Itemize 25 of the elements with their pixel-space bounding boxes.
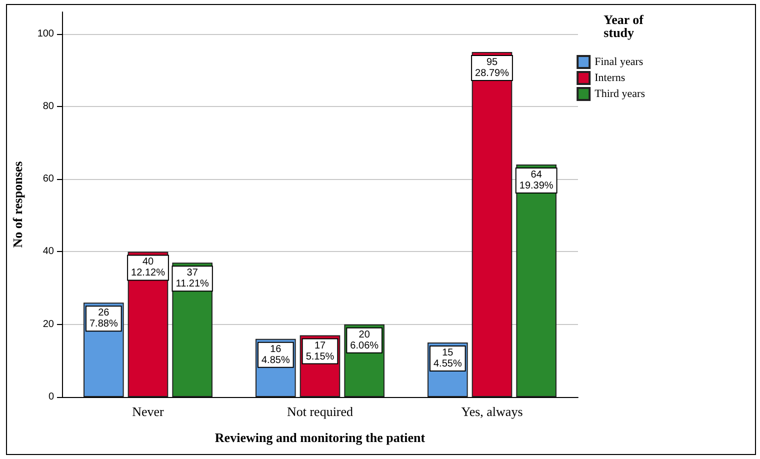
data-label: 16 4.85% xyxy=(261,344,290,366)
legend-label: Final years xyxy=(594,56,644,68)
legend-label: Third years xyxy=(594,88,646,100)
data-label: 64 19.39% xyxy=(519,170,554,192)
data-label: 37 11.21% xyxy=(176,268,210,290)
x-axis-title: Reviewing and monitoring the patient xyxy=(214,430,426,445)
y-axis-title: No of responses xyxy=(10,161,25,248)
y-tick-label: 40 xyxy=(42,246,54,258)
y-tick-label: 60 xyxy=(42,174,54,185)
x-tick-label: Yes, always xyxy=(461,404,523,419)
bar xyxy=(472,52,512,397)
data-label: 17 5.15% xyxy=(306,340,334,362)
x-tick-label: Never xyxy=(132,404,165,419)
data-label: 40 12.12% xyxy=(131,256,166,279)
y-tick-label: 20 xyxy=(42,318,54,330)
legend-label: Interns xyxy=(594,72,626,84)
data-label: 20 6.06% xyxy=(350,329,379,352)
data-label: 26 7.88% xyxy=(89,308,118,330)
y-tick-label: 100 xyxy=(37,28,54,40)
data-label: 95 28.79% xyxy=(475,56,510,79)
x-tick-label: Not required xyxy=(286,404,354,419)
y-tick-label: 0 xyxy=(48,392,54,402)
legend-title: Year of study xyxy=(604,12,647,40)
data-label: 15 4.55% xyxy=(433,348,462,370)
y-tick-label: 80 xyxy=(42,100,54,112)
